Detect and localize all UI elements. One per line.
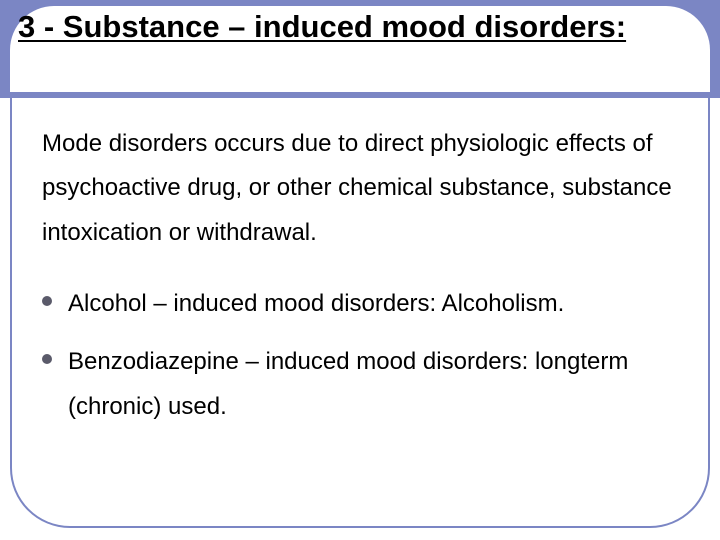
list-item: Benzodiazepine – induced mood disorders:… <box>42 340 682 429</box>
bullet-icon <box>42 354 52 364</box>
list-item: Alcohol – induced mood disorders: Alcoho… <box>42 282 682 326</box>
slide-paragraph: Mode disorders occurs due to direct phys… <box>42 122 682 255</box>
bullet-list: Alcohol – induced mood disorders: Alcoho… <box>42 282 682 443</box>
bullet-text: Alcohol – induced mood disorders: Alcoho… <box>68 282 564 326</box>
bullet-text: Benzodiazepine – induced mood disorders:… <box>68 340 682 429</box>
slide-title: 3 - Substance – induced mood disorders: <box>18 8 678 47</box>
bullet-icon <box>42 296 52 306</box>
